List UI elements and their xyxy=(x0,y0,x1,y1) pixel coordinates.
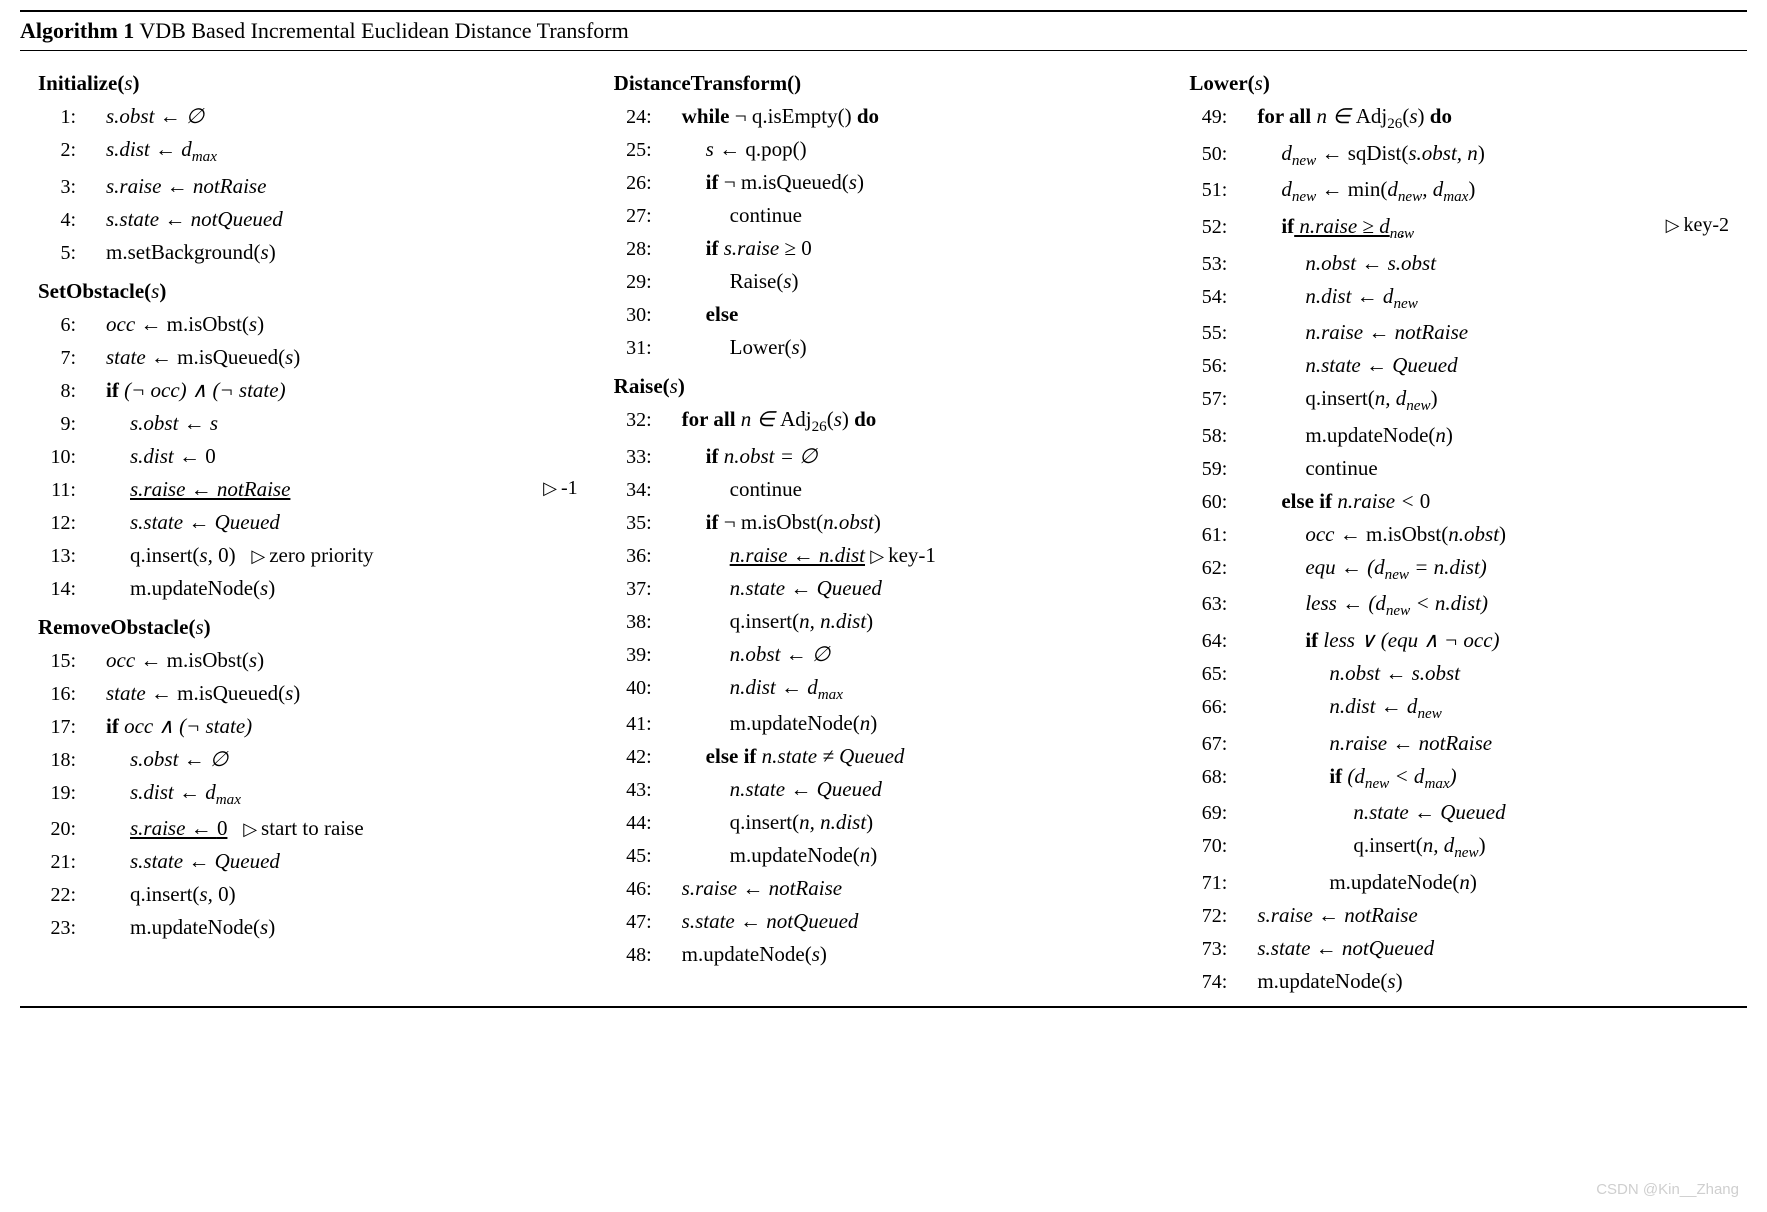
line-12: 12:s.state ← Queued xyxy=(38,506,578,539)
column-1: Initialize(s) 1:s.obst ← ∅ 2:s.dist ← dm… xyxy=(20,61,596,998)
line-27: 27:continue xyxy=(614,199,1154,232)
line-8: 8:if (¬ occ) ∧ (¬ state) xyxy=(38,374,578,407)
line-23: 23:m.updateNode(s) xyxy=(38,911,578,944)
line-44: 44:q.insert(n, n.dist) xyxy=(614,806,1154,839)
line-67: 67:n.raise ← notRaise xyxy=(1189,727,1729,760)
line-59: 59:continue xyxy=(1189,452,1729,485)
line-64: 64:if less ∨ (equ ∧ ¬ occ) xyxy=(1189,624,1729,657)
line-25: 25:s ← q.pop() xyxy=(614,133,1154,166)
line-22: 22:q.insert(s, 0) xyxy=(38,878,578,911)
line-52: 52:if n.raise ≥ dnewkey-2 xyxy=(1189,210,1729,247)
algorithm-block: Algorithm 1 VDB Based Incremental Euclid… xyxy=(20,10,1747,1008)
line-66: 66:n.dist ← dnew xyxy=(1189,690,1729,727)
line-48: 48:m.updateNode(s) xyxy=(614,938,1154,971)
line-62: 62:equ ← (dnew = n.dist) xyxy=(1189,551,1729,588)
line-4: 4:s.state ← notQueued xyxy=(38,203,578,236)
line-49: 49:for all n ∈ Adj26(s) do xyxy=(1189,100,1729,137)
line-1: 1:s.obst ← ∅ xyxy=(38,100,578,133)
line-30: 30:else xyxy=(614,298,1154,331)
line-28: 28:if s.raise ≥ 0 xyxy=(614,232,1154,265)
line-41: 41:m.updateNode(n) xyxy=(614,707,1154,740)
line-11: 11:s.raise ← notRaise-1 xyxy=(38,473,578,506)
func-raise: Raise(s) xyxy=(614,374,1154,399)
func-distancetransform: DistanceTransform() xyxy=(614,71,1154,96)
line-61: 61:occ ← m.isObst(n.obst) xyxy=(1189,518,1729,551)
func-removeobstacle: RemoveObstacle(s) xyxy=(38,615,578,640)
line-10: 10:s.dist ← 0 xyxy=(38,440,578,473)
line-33: 33:if n.obst = ∅ xyxy=(614,440,1154,473)
line-35: 35:if ¬ m.isObst(n.obst) xyxy=(614,506,1154,539)
line-46: 46:s.raise ← notRaise xyxy=(614,872,1154,905)
line-16: 16:state ← m.isQueued(s) xyxy=(38,677,578,710)
line-57: 57:q.insert(n, dnew) xyxy=(1189,382,1729,419)
line-29: 29:Raise(s) xyxy=(614,265,1154,298)
line-54: 54:n.dist ← dnew xyxy=(1189,280,1729,317)
line-6: 6:occ ← m.isObst(s) xyxy=(38,308,578,341)
line-20: 20:s.raise ← 0 start to raise xyxy=(38,812,578,845)
line-5: 5:m.setBackground(s) xyxy=(38,236,578,269)
algorithm-columns: Initialize(s) 1:s.obst ← ∅ 2:s.dist ← dm… xyxy=(20,51,1747,1006)
line-73: 73:s.state ← notQueued xyxy=(1189,932,1729,965)
line-70: 70:q.insert(n, dnew) xyxy=(1189,829,1729,866)
line-55: 55:n.raise ← notRaise xyxy=(1189,316,1729,349)
line-17: 17:if occ ∧ (¬ state) xyxy=(38,710,578,743)
line-21: 21:s.state ← Queued xyxy=(38,845,578,878)
line-3: 3:s.raise ← notRaise xyxy=(38,170,578,203)
line-45: 45:m.updateNode(n) xyxy=(614,839,1154,872)
column-2: DistanceTransform() 24:while ¬ q.isEmpty… xyxy=(596,61,1172,998)
line-68: 68:if (dnew < dmax) xyxy=(1189,760,1729,797)
line-56: 56:n.state ← Queued xyxy=(1189,349,1729,382)
line-14: 14:m.updateNode(s) xyxy=(38,572,578,605)
line-38: 38:q.insert(n, n.dist) xyxy=(614,605,1154,638)
line-26: 26:if ¬ m.isQueued(s) xyxy=(614,166,1154,199)
func-initialize: Initialize(s) xyxy=(38,71,578,96)
line-39: 39:n.obst ← ∅ xyxy=(614,638,1154,671)
line-47: 47:s.state ← notQueued xyxy=(614,905,1154,938)
line-51: 51:dnew ← min(dnew, dmax) xyxy=(1189,173,1729,210)
line-74: 74:m.updateNode(s) xyxy=(1189,965,1729,998)
line-72: 72:s.raise ← notRaise xyxy=(1189,899,1729,932)
line-13: 13:q.insert(s, 0) zero priority xyxy=(38,539,578,572)
column-3: Lower(s) 49:for all n ∈ Adj26(s) do 50:d… xyxy=(1171,61,1747,998)
line-58: 58:m.updateNode(n) xyxy=(1189,419,1729,452)
line-15: 15:occ ← m.isObst(s) xyxy=(38,644,578,677)
line-43: 43:n.state ← Queued xyxy=(614,773,1154,806)
line-65: 65:n.obst ← s.obst xyxy=(1189,657,1729,690)
func-lower: Lower(s) xyxy=(1189,71,1729,96)
line-9: 9:s.obst ← s xyxy=(38,407,578,440)
line-50: 50:dnew ← sqDist(s.obst, n) xyxy=(1189,137,1729,174)
line-53: 53:n.obst ← s.obst xyxy=(1189,247,1729,280)
line-34: 34:continue xyxy=(614,473,1154,506)
line-36: 36:n.raise ← n.dist key-1 xyxy=(614,539,1154,572)
line-40: 40:n.dist ← dmax xyxy=(614,671,1154,708)
line-60: 60:else if n.raise < 0 xyxy=(1189,485,1729,518)
line-7: 7:state ← m.isQueued(s) xyxy=(38,341,578,374)
line-71: 71:m.updateNode(n) xyxy=(1189,866,1729,899)
line-42: 42:else if n.state ≠ Queued xyxy=(614,740,1154,773)
line-2: 2:s.dist ← dmax xyxy=(38,133,578,170)
func-setobstacle: SetObstacle(s) xyxy=(38,279,578,304)
algorithm-title-row: Algorithm 1 VDB Based Incremental Euclid… xyxy=(20,12,1747,51)
algorithm-title: VDB Based Incremental Euclidean Distance… xyxy=(139,18,628,43)
line-24: 24:while ¬ q.isEmpty() do xyxy=(614,100,1154,133)
line-19: 19:s.dist ← dmax xyxy=(38,776,578,813)
line-18: 18:s.obst ← ∅ xyxy=(38,743,578,776)
line-32: 32:for all n ∈ Adj26(s) do xyxy=(614,403,1154,440)
line-69: 69:n.state ← Queued xyxy=(1189,796,1729,829)
line-63: 63:less ← (dnew < n.dist) xyxy=(1189,587,1729,624)
algorithm-number: Algorithm 1 xyxy=(20,18,134,43)
watermark: CSDN @Kin__Zhang xyxy=(1596,1181,1739,1198)
line-31: 31:Lower(s) xyxy=(614,331,1154,364)
line-37: 37:n.state ← Queued xyxy=(614,572,1154,605)
